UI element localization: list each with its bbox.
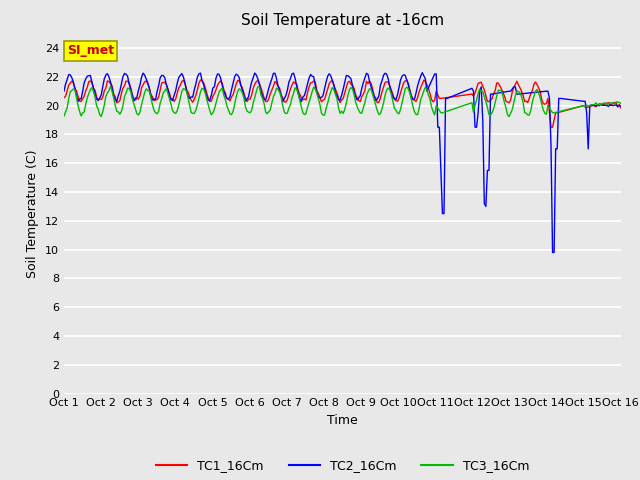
TC3_16Cm — [107, 84, 115, 89]
TC3_16Cm — [617, 100, 625, 106]
TC2_16Cm — [303, 81, 311, 87]
Line: TC1_16Cm: TC1_16Cm — [64, 80, 621, 127]
TC1_16Cm — [226, 98, 234, 104]
TC1_16Cm — [129, 91, 136, 97]
Y-axis label: Soil Temperature (C): Soil Temperature (C) — [26, 149, 39, 278]
TC3_16Cm — [255, 84, 263, 90]
TC3_16Cm — [130, 101, 138, 107]
TC1_16Cm — [547, 124, 555, 130]
TC3_16Cm — [506, 114, 513, 120]
TC1_16Cm — [589, 102, 596, 108]
TC3_16Cm — [60, 113, 68, 119]
TC1_16Cm — [617, 105, 625, 111]
TC2_16Cm — [254, 76, 262, 82]
X-axis label: Time: Time — [327, 414, 358, 427]
Line: TC2_16Cm: TC2_16Cm — [64, 72, 621, 252]
TC2_16Cm — [617, 103, 625, 109]
TC2_16Cm — [226, 94, 234, 100]
TC1_16Cm — [254, 78, 262, 84]
TC2_16Cm — [60, 88, 68, 94]
TC3_16Cm — [305, 100, 313, 106]
TC1_16Cm — [244, 96, 252, 102]
TC3_16Cm — [228, 112, 236, 118]
TC2_16Cm — [244, 94, 252, 100]
Text: SI_met: SI_met — [67, 44, 114, 58]
TC1_16Cm — [403, 77, 411, 83]
TC2_16Cm — [548, 250, 556, 255]
Title: Soil Temperature at -16cm: Soil Temperature at -16cm — [241, 13, 444, 28]
TC3_16Cm — [246, 110, 254, 116]
TC2_16Cm — [129, 92, 136, 98]
TC1_16Cm — [303, 90, 311, 96]
Line: TC3_16Cm: TC3_16Cm — [64, 86, 621, 117]
TC1_16Cm — [60, 95, 68, 101]
TC3_16Cm — [589, 102, 596, 108]
TC2_16Cm — [589, 103, 596, 108]
TC2_16Cm — [419, 70, 426, 75]
Legend: TC1_16Cm, TC2_16Cm, TC3_16Cm: TC1_16Cm, TC2_16Cm, TC3_16Cm — [151, 455, 534, 477]
